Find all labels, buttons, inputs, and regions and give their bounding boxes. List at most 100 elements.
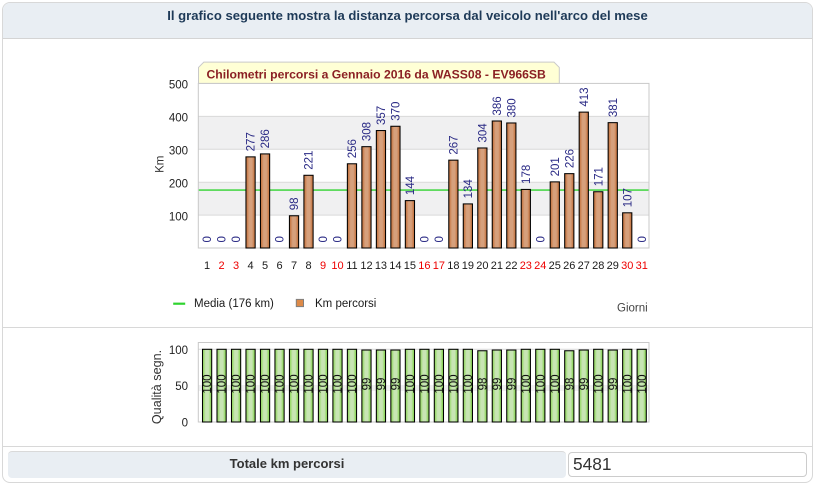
svg-text:134: 134 [463,179,475,199]
svg-text:31: 31 [636,260,648,272]
svg-text:300: 300 [169,146,188,158]
svg-text:100: 100 [169,345,188,357]
svg-text:22: 22 [505,260,517,272]
svg-text:99: 99 [608,378,620,391]
svg-text:99: 99 [506,378,518,391]
svg-text:98: 98 [564,378,576,391]
svg-text:100: 100 [231,374,243,393]
svg-text:100: 100 [246,374,258,393]
svg-text:100: 100 [463,374,475,393]
svg-text:171: 171 [593,167,605,186]
svg-text:0: 0 [333,236,345,242]
svg-text:23: 23 [520,260,532,272]
svg-text:0: 0 [231,236,243,242]
svg-text:4: 4 [247,260,253,272]
svg-text:29: 29 [607,260,619,272]
svg-text:100: 100 [169,211,188,223]
svg-text:380: 380 [506,98,518,117]
svg-text:10: 10 [331,260,343,272]
svg-text:Giorni: Giorni [617,303,648,315]
svg-text:100: 100 [535,374,547,393]
svg-text:100: 100 [637,374,649,393]
svg-text:304: 304 [477,123,489,143]
svg-text:0: 0 [217,236,229,242]
svg-text:201: 201 [550,157,562,176]
svg-text:15: 15 [404,260,416,272]
svg-text:400: 400 [169,113,188,125]
svg-text:0: 0 [637,236,649,242]
svg-text:100: 100 [420,374,432,393]
svg-text:25: 25 [549,260,561,272]
svg-text:Chilometri percorsi a Gennaio: Chilometri percorsi a Gennaio 2016 da WA… [207,68,547,82]
svg-text:3: 3 [233,260,239,272]
svg-text:277: 277 [246,132,258,151]
svg-text:5: 5 [262,260,268,272]
svg-text:7: 7 [291,260,297,272]
svg-text:30: 30 [621,260,633,272]
svg-text:99: 99 [362,378,374,391]
svg-text:0: 0 [535,236,547,242]
svg-text:357: 357 [376,106,388,125]
svg-text:27: 27 [578,260,590,272]
svg-text:1: 1 [204,260,210,272]
svg-text:100: 100 [434,374,446,393]
svg-text:0: 0 [434,236,446,242]
svg-text:98: 98 [289,197,301,210]
svg-text:0: 0 [202,236,214,242]
svg-text:100: 100 [347,374,359,393]
svg-text:28: 28 [592,260,604,272]
svg-text:144: 144 [405,175,417,195]
svg-text:370: 370 [391,102,403,121]
svg-text:100: 100 [202,374,214,393]
svg-text:24: 24 [534,260,546,272]
svg-text:99: 99 [376,378,388,391]
svg-text:0: 0 [275,236,287,242]
svg-text:0: 0 [182,418,188,430]
svg-text:100: 100 [593,374,605,393]
svg-text:226: 226 [564,149,576,168]
svg-text:Km: Km [154,156,166,173]
svg-text:17: 17 [433,260,445,272]
svg-text:12: 12 [360,260,372,272]
svg-text:100: 100 [333,374,345,393]
svg-text:100: 100 [275,374,287,393]
svg-text:500: 500 [169,80,188,92]
svg-text:308: 308 [362,122,374,141]
svg-text:100: 100 [550,374,562,393]
svg-text:Km percorsi: Km percorsi [315,298,376,310]
svg-text:9: 9 [320,260,326,272]
svg-text:11: 11 [346,260,357,272]
svg-text:50: 50 [175,381,188,393]
svg-text:100: 100 [405,374,417,393]
svg-text:99: 99 [579,378,591,391]
svg-text:100: 100 [304,374,316,393]
svg-text:98: 98 [477,378,489,391]
svg-text:Qualità segn.: Qualità segn. [150,350,164,424]
svg-text:100: 100 [622,374,634,393]
svg-text:19: 19 [462,260,474,272]
svg-text:8: 8 [305,260,311,272]
svg-text:18: 18 [447,260,459,272]
svg-text:256: 256 [347,139,359,158]
svg-text:386: 386 [492,96,504,115]
svg-text:286: 286 [260,129,272,148]
svg-text:0: 0 [318,236,330,242]
svg-text:178: 178 [521,165,533,184]
svg-text:100: 100 [521,374,533,393]
svg-text:26: 26 [563,260,575,272]
svg-text:20: 20 [476,260,488,272]
svg-text:381: 381 [608,98,620,117]
svg-text:2: 2 [219,260,225,272]
svg-text:16: 16 [418,260,430,272]
svg-text:100: 100 [217,374,229,393]
svg-text:100: 100 [448,374,460,393]
svg-text:14: 14 [389,260,401,272]
svg-text:107: 107 [622,188,634,207]
svg-text:413: 413 [579,87,591,106]
svg-text:21: 21 [491,260,503,272]
svg-text:Media (176 km): Media (176 km) [194,298,274,310]
svg-text:6: 6 [276,260,282,272]
svg-text:100: 100 [289,374,301,393]
svg-text:200: 200 [169,178,188,190]
svg-text:99: 99 [391,378,403,391]
